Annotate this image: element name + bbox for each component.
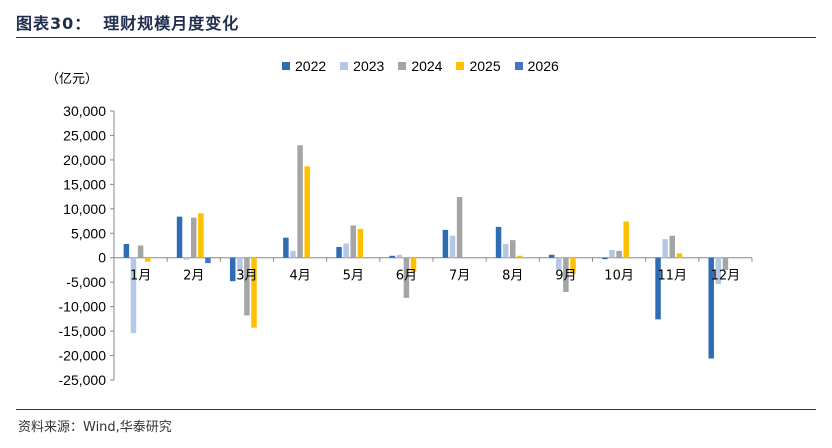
legend-label: 2026 — [527, 58, 559, 74]
x-category-label: 4月 — [289, 269, 310, 284]
bar-2024-2 — [244, 257, 250, 316]
y-tick-label: 20,000 — [63, 152, 106, 168]
bar-2024-4 — [350, 225, 356, 258]
bar-2023-8 — [556, 257, 562, 270]
x-category-label: 8月 — [502, 269, 523, 284]
bar-2025-8 — [570, 257, 576, 274]
bar-2025-2 — [251, 257, 257, 328]
bar-2022-5 — [389, 255, 395, 258]
bar-2023-9 — [609, 249, 615, 258]
x-category-label: 12月 — [711, 269, 741, 284]
y-tick-label: -25,000 — [59, 372, 107, 388]
header-rule — [16, 37, 816, 38]
bar-2023-2 — [237, 257, 243, 270]
source-note: 资料来源：Wind,华泰研究 — [18, 420, 172, 435]
bar-2024-9 — [616, 250, 622, 258]
bar-2024-3 — [297, 145, 303, 258]
bar-2024-7 — [510, 240, 516, 258]
x-category-label: 7月 — [449, 269, 470, 284]
y-tick-label: -10,000 — [59, 299, 107, 315]
y-tick-label: -5,000 — [66, 274, 106, 290]
legend-swatch — [456, 62, 465, 70]
bar-2025-4 — [357, 228, 364, 258]
bar-2025-10 — [676, 253, 683, 258]
bar-2023-10 — [662, 239, 668, 258]
legend-swatch — [398, 62, 407, 70]
bar-2022-8 — [548, 254, 555, 258]
bar-2022-3 — [283, 237, 289, 258]
legend-label: 2024 — [411, 58, 443, 74]
bar-2023-11 — [715, 257, 722, 285]
legend-item-2025: 2025 — [456, 58, 501, 74]
bar-2025-0 — [144, 257, 151, 262]
legend-item-2022: 2022 — [282, 58, 326, 74]
figure-title: 理财规模月度变化 — [103, 14, 240, 33]
legend-item-2024: 2024 — [398, 58, 442, 74]
y-tick-label: 15,000 — [63, 176, 106, 192]
x-category-label: 2月 — [183, 269, 204, 284]
bar-2025-3 — [304, 166, 310, 258]
x-category-label: 3月 — [236, 269, 257, 284]
bar-2022-9 — [602, 257, 608, 260]
x-category-label: 9月 — [555, 269, 576, 284]
bar-2024-8 — [563, 257, 569, 292]
y-tick-label: -15,000 — [59, 323, 107, 339]
legend-swatch — [514, 62, 523, 70]
y-tick-label: 25,000 — [63, 127, 106, 143]
bar-2023-6 — [449, 235, 456, 258]
legend-label: 2022 — [295, 58, 327, 74]
bar-2024-5 — [403, 257, 410, 298]
y-tick-label: 30,000 — [63, 103, 106, 119]
footer-rule — [16, 409, 816, 410]
bar-2025-7 — [517, 255, 523, 258]
bar-2022-1 — [176, 216, 183, 258]
bar-2024-1 — [191, 217, 197, 258]
bar-2024-6 — [456, 197, 463, 258]
bar-2022-10 — [655, 257, 661, 320]
legend-label: 2023 — [353, 58, 385, 74]
x-category-label: 6月 — [396, 269, 417, 284]
y-axis-unit: （亿元） — [46, 72, 99, 87]
bar-2022-0 — [123, 244, 130, 258]
bar-2023-5 — [396, 254, 403, 258]
y-tick-label: 5,000 — [71, 225, 106, 241]
y-tick-label: 0 — [98, 250, 106, 266]
legend-swatch — [282, 62, 290, 70]
bar-2022-11 — [708, 257, 714, 359]
x-category-label: 5月 — [343, 269, 364, 284]
bar-2024-11 — [722, 257, 729, 270]
bar-2026-1 — [205, 257, 211, 264]
figure-header: 图表30： 理财规模月度变化 — [16, 10, 239, 34]
bar-2024-0 — [137, 245, 144, 258]
y-tick-label: -20,000 — [59, 348, 107, 364]
x-category-label: 11月 — [657, 269, 687, 284]
x-category-label: 1月 — [130, 269, 151, 284]
bar-2025-1 — [198, 213, 204, 258]
bar-2022-4 — [336, 246, 342, 258]
y-tick-label: 10,000 — [63, 201, 106, 217]
figure-label: 图表30： — [16, 14, 92, 33]
bar-2023-0 — [130, 257, 137, 334]
bar-2024-10 — [669, 235, 675, 258]
bar-2023-1 — [183, 257, 190, 260]
bar-2025-5 — [410, 257, 417, 272]
chart-legend: 2022 2023 2024 2025 2026 — [282, 58, 559, 74]
bar-2025-9 — [623, 221, 629, 258]
x-category-label: 10月 — [604, 269, 634, 284]
bar-2023-7 — [502, 244, 509, 258]
bar-2023-3 — [290, 250, 296, 258]
legend-label: 2025 — [469, 58, 501, 74]
bar-2022-7 — [495, 226, 502, 258]
bar-2022-6 — [442, 229, 449, 258]
bar-2023-4 — [343, 243, 349, 258]
legend-item-2026: 2026 — [514, 58, 559, 74]
bar-2022-2 — [229, 257, 236, 282]
legend-item-2023: 2023 — [340, 58, 384, 74]
legend-swatch — [340, 62, 349, 70]
